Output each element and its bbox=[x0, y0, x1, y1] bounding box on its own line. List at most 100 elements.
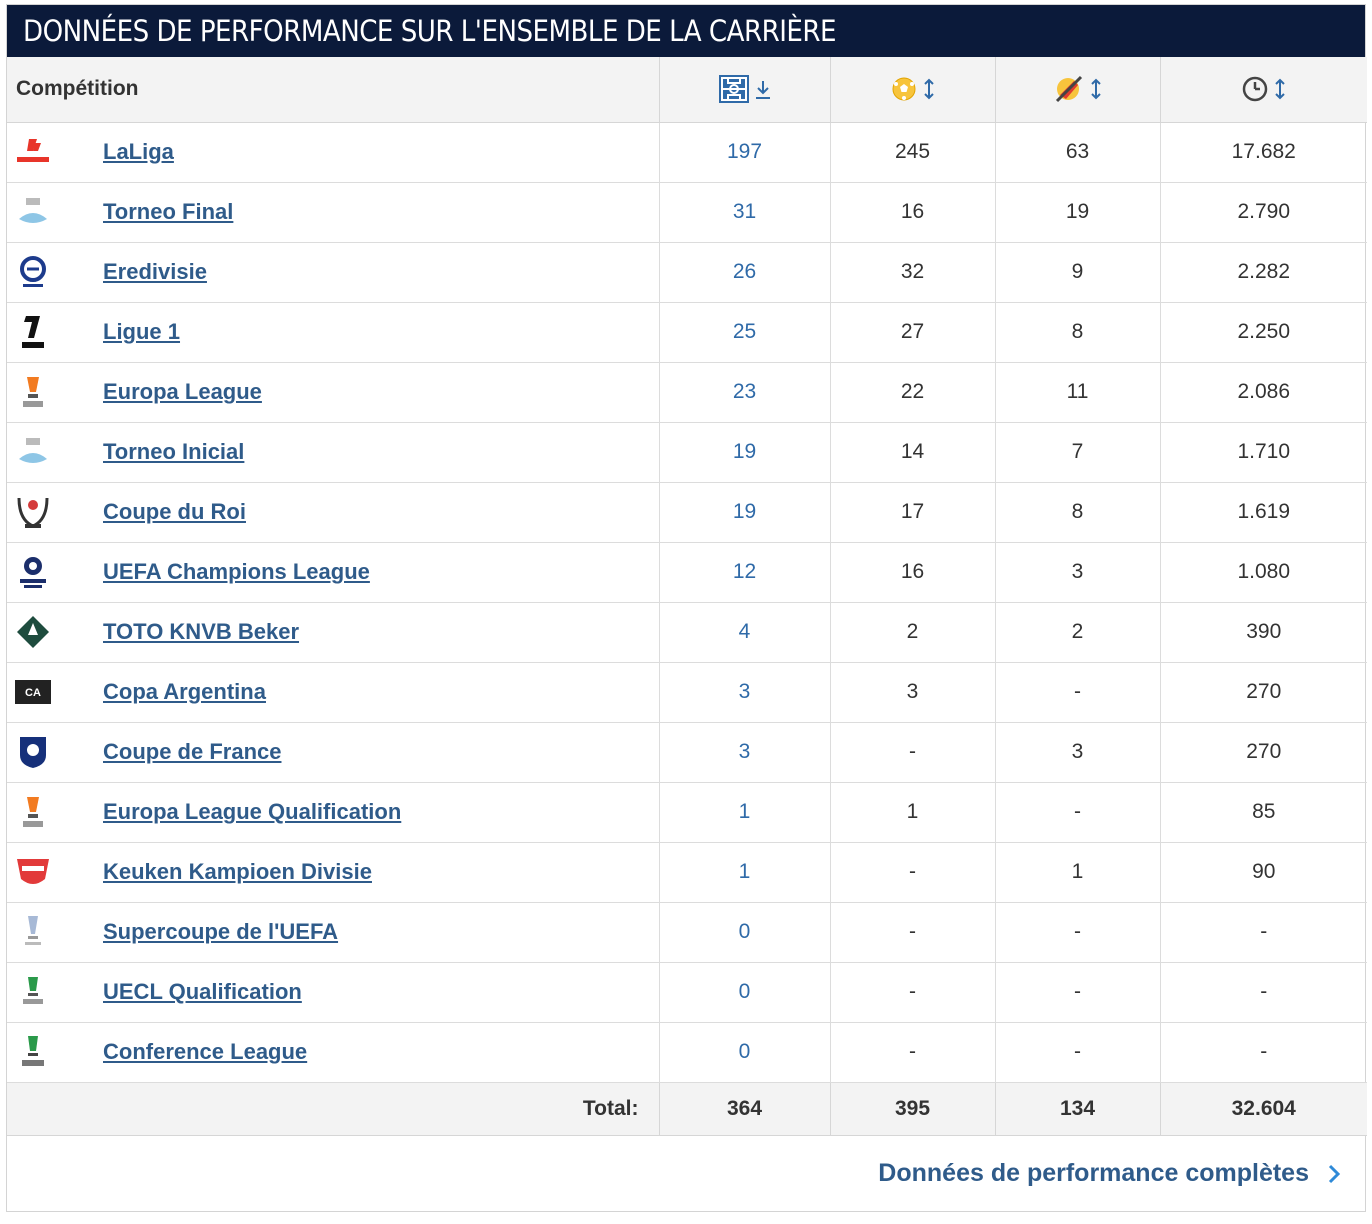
table-row: Torneo Inicial 19 14 7 1.710 bbox=[7, 422, 1367, 483]
table-row: CA Copa Argentina 3 3-270 bbox=[7, 662, 1367, 723]
appearances-cell[interactable]: 3 bbox=[659, 722, 831, 783]
table-row: UEFA Champions League 12 16 3 1.080 bbox=[7, 542, 1367, 603]
appearances-cell[interactable]: 1 bbox=[659, 782, 831, 843]
ligue1-logo-icon[interactable] bbox=[13, 312, 53, 352]
table-body: LaLiga 197 245 63 17.682 Torneo Final 31 16 19 2.… bbox=[7, 122, 1367, 1083]
copa-argentina-logo-icon[interactable]: CA bbox=[13, 672, 53, 712]
competition-link[interactable]: Europa League bbox=[103, 379, 262, 404]
competition-link[interactable]: Ligue 1 bbox=[103, 319, 181, 344]
competition-link[interactable]: Copa Argentina bbox=[103, 679, 266, 704]
competition-link[interactable]: Coupe de France bbox=[103, 739, 282, 764]
appearances-cell[interactable]: 0 bbox=[659, 1022, 831, 1083]
appearances-cell[interactable]: 0 bbox=[659, 962, 831, 1023]
minutes-cell: 270 bbox=[1160, 662, 1367, 723]
goals-cell: 1 bbox=[830, 782, 996, 843]
europa-league-qualification-logo-icon[interactable] bbox=[13, 792, 53, 832]
competition-link[interactable]: Torneo Final bbox=[103, 199, 234, 224]
goals-cell: 16 bbox=[830, 182, 996, 243]
competition-link[interactable]: Supercoupe de l'UEFA bbox=[103, 919, 339, 944]
appearances-cell[interactable]: 4 bbox=[659, 602, 831, 663]
competition-link[interactable]: Europa League Qualification bbox=[103, 799, 402, 824]
career-performance-widget: Données de performance sur l'ensemble de… bbox=[6, 4, 1367, 1212]
uecl-qualification-logo-icon[interactable] bbox=[13, 972, 53, 1012]
table-row: LaLiga 197 245 63 17.682 bbox=[7, 122, 1367, 183]
minutes-cell: - bbox=[1160, 962, 1367, 1023]
competition-cell: Eredivisie bbox=[7, 242, 660, 303]
knvb-beker-logo-icon[interactable] bbox=[13, 612, 53, 652]
goals-cell: 27 bbox=[830, 302, 996, 363]
minutes-cell: 90 bbox=[1160, 842, 1367, 903]
competition-link[interactable]: Conference League bbox=[103, 1039, 308, 1064]
full-performance-link[interactable]: Données de performance complètes bbox=[878, 1159, 1341, 1188]
competition-cell: Coupe du Roi bbox=[7, 482, 660, 543]
competition-cell: Torneo Inicial bbox=[7, 422, 660, 483]
assists-cell: 7 bbox=[995, 422, 1161, 483]
uefa-supercup-logo-icon[interactable] bbox=[13, 912, 53, 952]
appearances-cell[interactable]: 1 bbox=[659, 842, 831, 903]
competition-link[interactable]: Eredivisie bbox=[103, 259, 207, 284]
footer: Données de performance complètes bbox=[7, 1136, 1365, 1212]
appearances-cell[interactable]: 3 bbox=[659, 662, 831, 723]
keuken-kampioen-logo-icon[interactable] bbox=[13, 852, 53, 892]
assists-cell: 8 bbox=[995, 482, 1161, 543]
appearances-cell[interactable]: 0 bbox=[659, 902, 831, 963]
competition-link[interactable]: TOTO KNVB Beker bbox=[103, 619, 300, 644]
total-goals: 395 bbox=[830, 1082, 996, 1136]
appearances-cell[interactable]: 19 bbox=[659, 482, 831, 543]
competition-link[interactable]: UEFA Champions League bbox=[103, 559, 370, 584]
torneo-inicial-logo-icon[interactable] bbox=[13, 432, 53, 472]
minutes-cell: 2.086 bbox=[1160, 362, 1367, 423]
competition-cell: LaLiga bbox=[7, 122, 660, 183]
champions-league-logo-icon[interactable] bbox=[13, 552, 53, 592]
assists-cell: 11 bbox=[995, 362, 1161, 423]
competition-header: Compétition bbox=[7, 57, 660, 123]
europa-league-logo-icon[interactable] bbox=[13, 372, 53, 412]
assists-cell: - bbox=[995, 902, 1161, 963]
table-row: UECL Qualification 0- - - bbox=[7, 962, 1367, 1023]
coupe-de-france-logo-icon[interactable] bbox=[13, 732, 53, 772]
appearances-header[interactable] bbox=[659, 57, 831, 123]
competition-link[interactable]: UECL Qualification bbox=[103, 979, 302, 1004]
minutes-cell: - bbox=[1160, 1022, 1367, 1083]
goals-cell: 16 bbox=[830, 542, 996, 603]
appearances-cell[interactable]: 197 bbox=[659, 122, 831, 183]
table-row: Conference League 0- - - bbox=[7, 1022, 1367, 1083]
minutes-header[interactable] bbox=[1160, 57, 1367, 123]
assists-cell: - bbox=[995, 662, 1161, 723]
competition-link[interactable]: Coupe du Roi bbox=[103, 499, 246, 524]
coupe-du-roi-logo-icon[interactable] bbox=[13, 492, 53, 532]
assists-cell: 63 bbox=[995, 122, 1161, 183]
conference-league-logo-icon[interactable] bbox=[13, 1032, 53, 1072]
minutes-cell: 1.080 bbox=[1160, 542, 1367, 603]
competition-cell: Coupe de France bbox=[7, 722, 660, 783]
competition-cell: Conference League bbox=[7, 1022, 660, 1083]
competition-cell: Europa League Qualification bbox=[7, 782, 660, 843]
appearances-cell[interactable]: 12 bbox=[659, 542, 831, 603]
torneo-final-logo-icon[interactable] bbox=[13, 192, 53, 232]
assists-header[interactable] bbox=[995, 57, 1161, 123]
competition-cell: Europa League bbox=[7, 362, 660, 423]
appearances-cell[interactable]: 23 bbox=[659, 362, 831, 423]
goals-cell: - bbox=[830, 1022, 996, 1083]
goals-cell: - bbox=[830, 722, 996, 783]
competition-link[interactable]: Torneo Inicial bbox=[103, 439, 245, 464]
appearances-cell[interactable]: 31 bbox=[659, 182, 831, 243]
goals-cell: - bbox=[830, 842, 996, 903]
minutes-clock-icon bbox=[1242, 77, 1267, 102]
chevron-right-icon bbox=[1328, 1164, 1341, 1183]
appearances-cell[interactable]: 25 bbox=[659, 302, 831, 363]
assists-boot-icon bbox=[1055, 76, 1082, 103]
laliga-logo-icon[interactable] bbox=[13, 132, 53, 172]
goals-cell: - bbox=[830, 902, 996, 963]
goals-header[interactable] bbox=[830, 57, 996, 123]
competition-link[interactable]: LaLiga bbox=[103, 139, 174, 164]
assists-cell: 19 bbox=[995, 182, 1161, 243]
competition-cell: Ligue 1 bbox=[7, 302, 660, 363]
appearances-cell[interactable]: 19 bbox=[659, 422, 831, 483]
competition-link[interactable]: Keuken Kampioen Divisie bbox=[103, 859, 372, 884]
total-assists: 134 bbox=[995, 1082, 1161, 1136]
appearances-cell[interactable]: 26 bbox=[659, 242, 831, 303]
eredivisie-logo-icon[interactable] bbox=[13, 252, 53, 292]
goals-cell: 2 bbox=[830, 602, 996, 663]
sort-desc-icon bbox=[755, 81, 770, 100]
